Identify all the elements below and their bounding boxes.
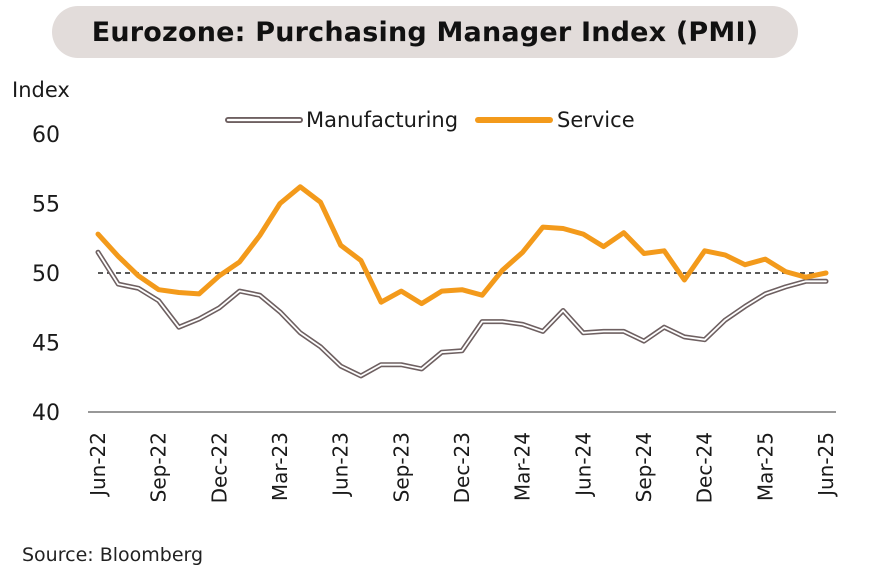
x-tick-label-Mar-24: Mar-24 (511, 432, 535, 501)
chart-title: Eurozone: Purchasing Manager Index (PMI) (91, 16, 759, 48)
x-tick-label-Dec-24: Dec-24 (693, 432, 717, 503)
y-tick-label-55: 55 (32, 193, 60, 218)
y-tick-label-45: 45 (32, 332, 60, 357)
legend-label-service: Service (557, 108, 635, 132)
legend-label-manufacturing: Manufacturing (306, 108, 458, 132)
chart-title-pill: Eurozone: Purchasing Manager Index (PMI) (52, 6, 798, 58)
series-manufacturing-line-inner (97, 251, 827, 377)
y-tick-label-50: 50 (32, 262, 60, 287)
x-tick-label-Sep-24: Sep-24 (632, 432, 656, 502)
x-tick-label-Jun-23: Jun-23 (329, 432, 353, 498)
series-lines (95, 184, 829, 379)
x-tick-label-Dec-22: Dec-22 (207, 432, 231, 503)
series-service-line (95, 184, 829, 307)
y-axis-ticks: 40 45 50 55 60 (32, 123, 60, 426)
y-tick-label-60: 60 (32, 123, 60, 148)
x-tick-label-Jun-24: Jun-24 (571, 432, 595, 498)
x-tick-label-Sep-23: Sep-23 (389, 432, 413, 502)
x-tick-label-Mar-23: Mar-23 (268, 432, 292, 501)
source-note: Source: Bloomberg (22, 544, 204, 566)
y-tick-label-40: 40 (32, 401, 60, 426)
x-tick-label-Mar-25: Mar-25 (753, 432, 777, 501)
y-axis-label: Index (12, 78, 70, 102)
legend: Manufacturing Service (225, 108, 635, 132)
x-tick-label-Jun-22: Jun-22 (86, 432, 110, 498)
x-tick-label-Sep-22: Sep-22 (147, 432, 171, 502)
x-tick-label-Jun-25: Jun-25 (814, 432, 838, 498)
x-tick-label-Dec-23: Dec-23 (450, 432, 474, 503)
x-axis-ticks: Jun-22 Sep-22 Dec-22 Mar-23 Jun-23 Sep-23 Dec-… (86, 432, 838, 503)
